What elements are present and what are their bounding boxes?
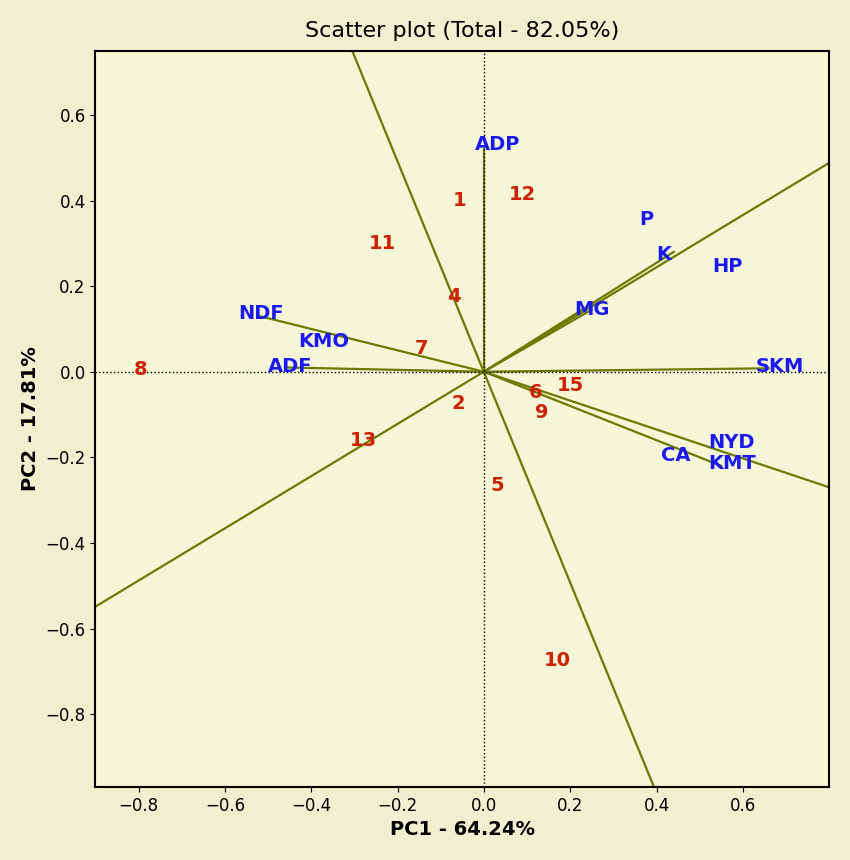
Text: KMT: KMT: [708, 454, 756, 473]
Text: MG: MG: [575, 300, 610, 319]
Text: CA: CA: [660, 445, 690, 464]
Text: ADF: ADF: [268, 357, 313, 376]
Text: 1: 1: [453, 191, 467, 210]
X-axis label: PC1 - 64.24%: PC1 - 64.24%: [390, 820, 535, 839]
Text: 9: 9: [536, 402, 549, 422]
Text: 13: 13: [349, 431, 377, 450]
Text: NDF: NDF: [238, 304, 283, 323]
Text: 7: 7: [415, 339, 428, 358]
Text: 8: 8: [133, 360, 148, 379]
Text: 12: 12: [509, 185, 536, 204]
Text: ADP: ADP: [475, 135, 520, 155]
Text: HP: HP: [712, 257, 743, 276]
Text: 15: 15: [557, 377, 584, 396]
Text: SKM: SKM: [756, 357, 804, 376]
Y-axis label: PC2 - 17.81%: PC2 - 17.81%: [21, 347, 40, 491]
Text: 5: 5: [490, 476, 503, 494]
Text: 10: 10: [544, 651, 570, 670]
Text: K: K: [656, 244, 672, 263]
Text: 2: 2: [451, 395, 465, 414]
Text: NYD: NYD: [708, 433, 755, 452]
Text: 6: 6: [529, 383, 542, 402]
Text: 11: 11: [369, 234, 396, 253]
Text: 4: 4: [447, 287, 461, 306]
Text: P: P: [639, 211, 654, 230]
Text: KMO: KMO: [298, 332, 349, 351]
Title: Scatter plot (Total - 82.05%): Scatter plot (Total - 82.05%): [305, 21, 620, 40]
